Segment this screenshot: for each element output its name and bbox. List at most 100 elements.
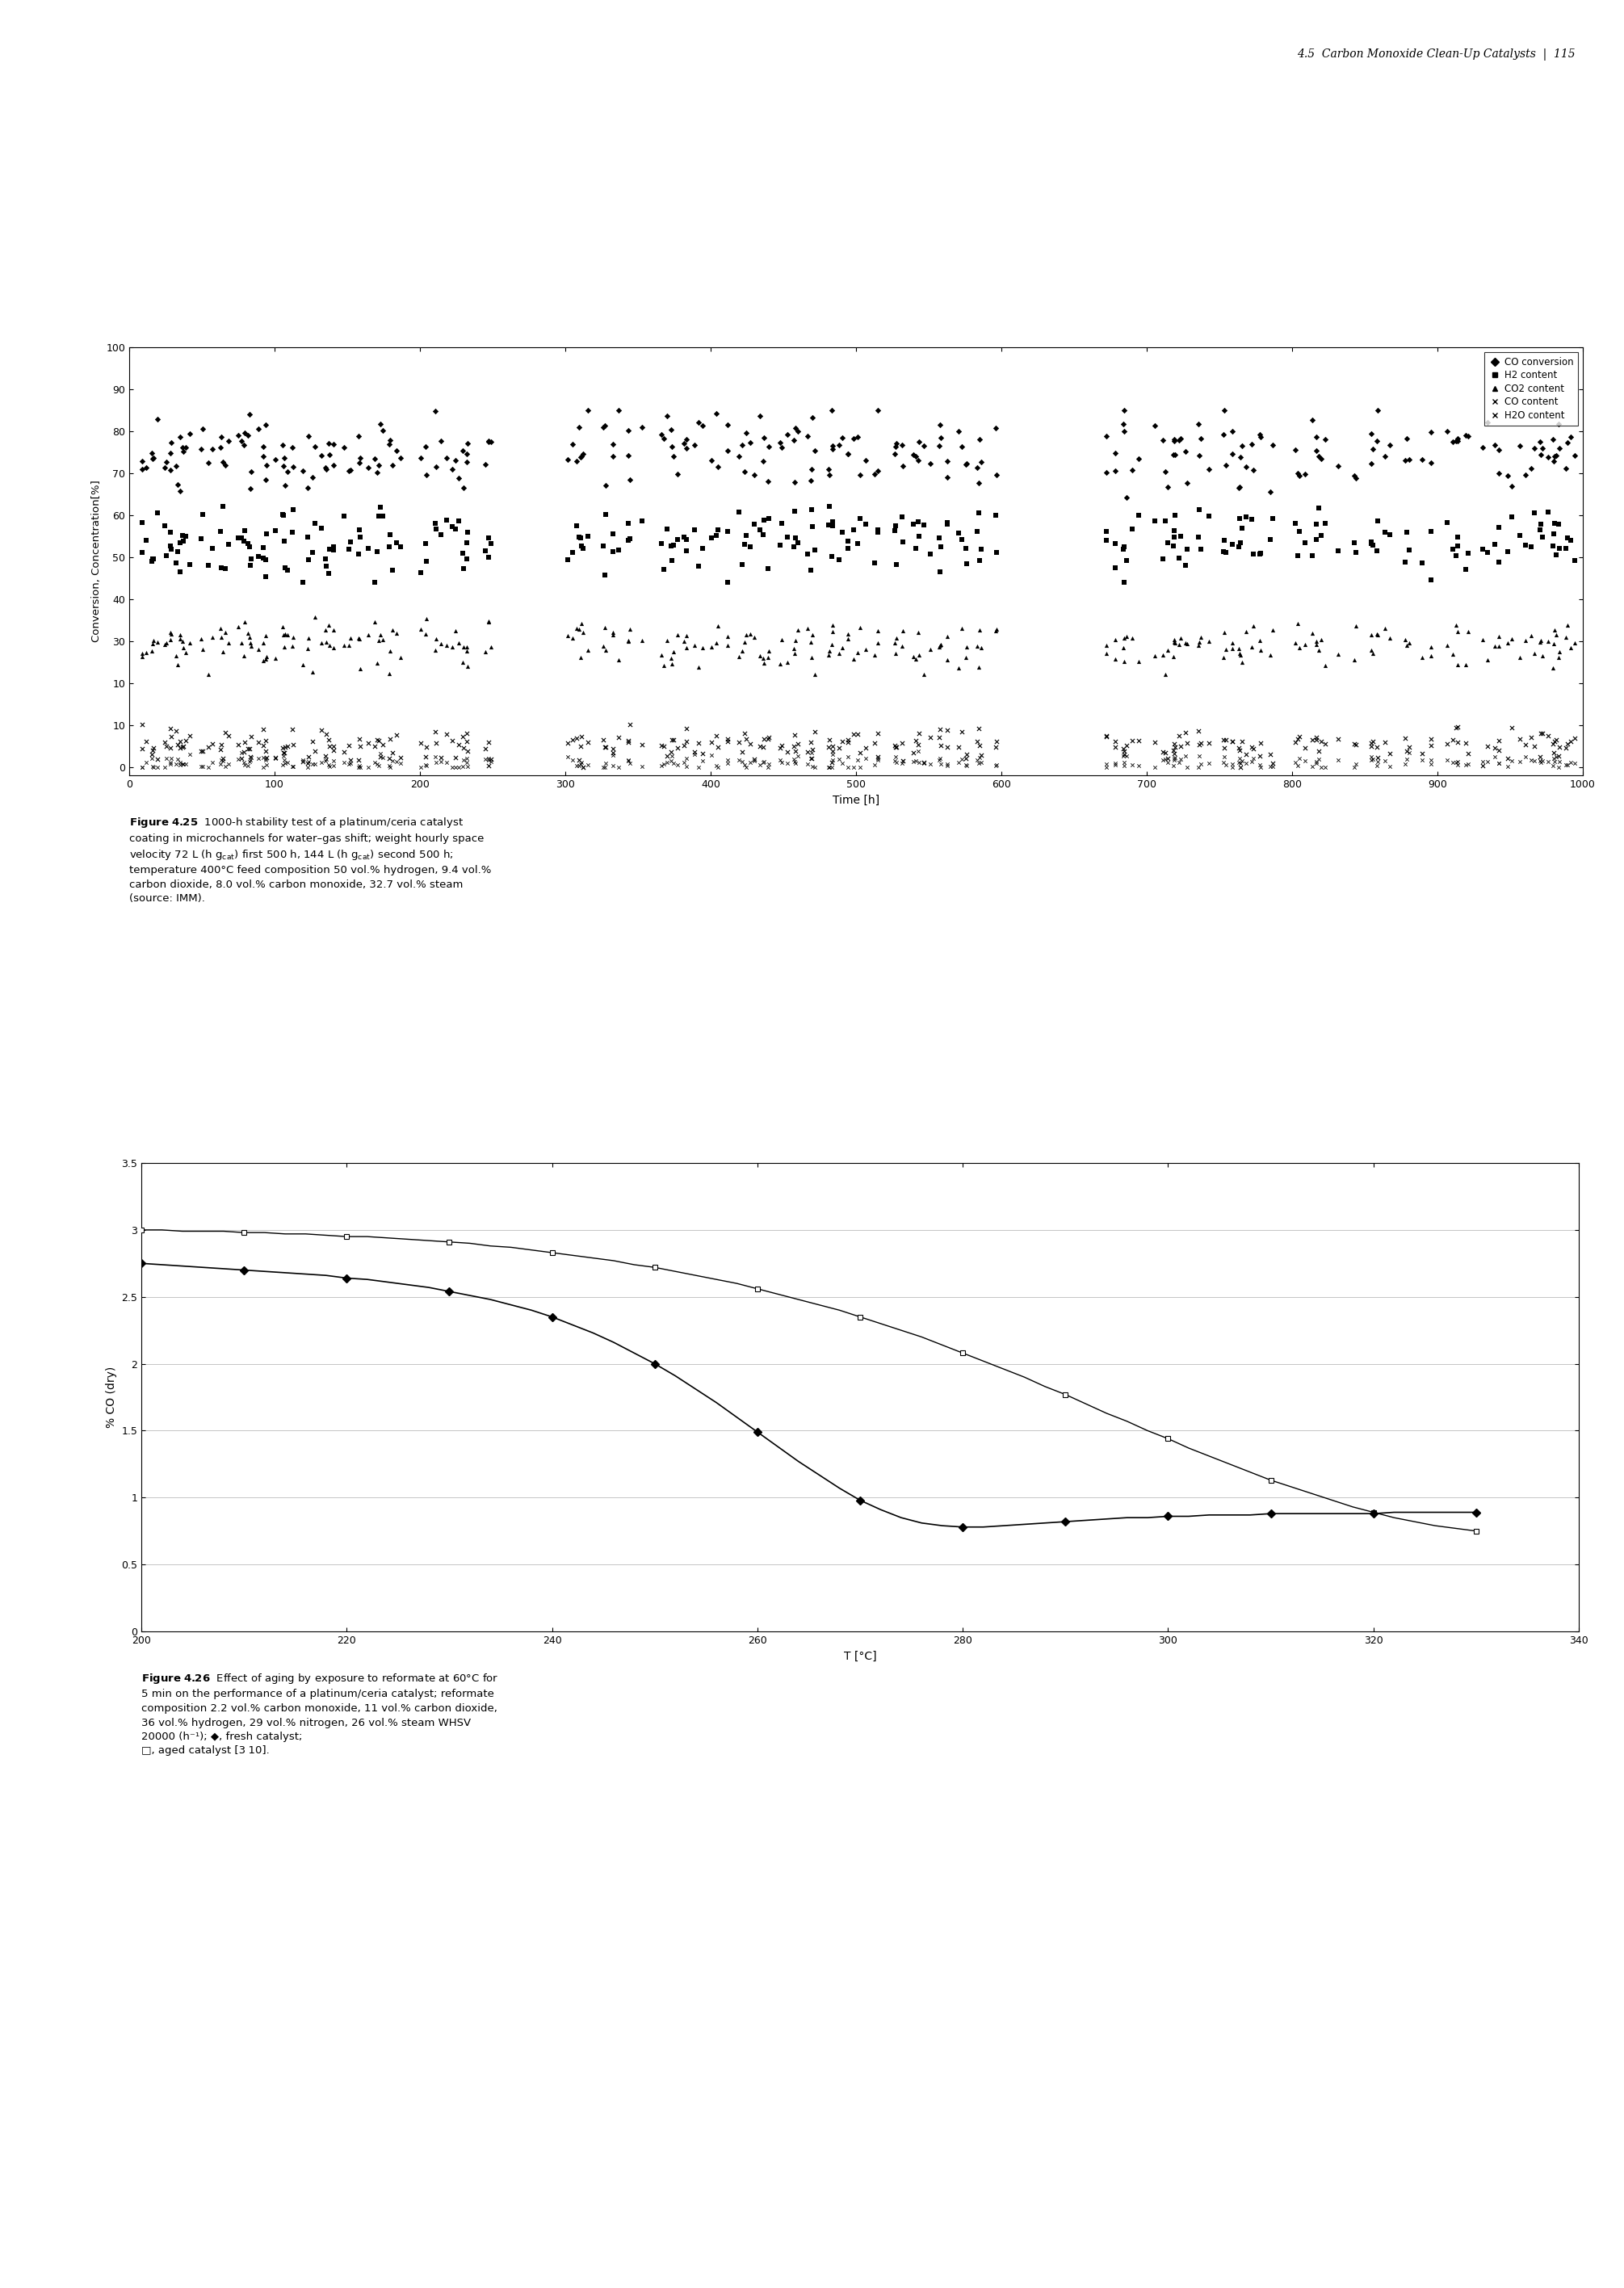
Point: [1541, 625, 1567, 661]
Point: [948, 611, 974, 648]
Point: [715, 627, 741, 664]
Point: [167, 419, 193, 455]
Point: [1359, 416, 1385, 453]
Point: [383, 432, 409, 469]
Point: [575, 517, 601, 554]
Point: [661, 437, 687, 474]
Point: [1161, 732, 1187, 769]
Point: [447, 725, 473, 762]
Point: [172, 430, 198, 467]
Point: [983, 496, 1009, 533]
Point: [934, 748, 960, 785]
Point: [476, 423, 502, 460]
Point: [659, 542, 685, 579]
Point: [853, 730, 879, 766]
Point: [1103, 435, 1129, 471]
Point: [1494, 748, 1520, 785]
Point: [1483, 730, 1509, 766]
Point: [1260, 499, 1286, 535]
Point: [281, 725, 307, 762]
Point: [1111, 737, 1137, 773]
Point: [1125, 496, 1151, 533]
Point: [767, 423, 793, 460]
Point: [362, 728, 388, 764]
Point: [133, 522, 159, 558]
Point: [784, 412, 810, 448]
Point: [1302, 746, 1328, 782]
Point: [422, 394, 448, 430]
Point: [1546, 748, 1572, 785]
Point: [599, 737, 625, 773]
Point: [367, 405, 393, 442]
Point: [130, 442, 156, 478]
Point: [346, 748, 372, 785]
Point: [905, 613, 931, 650]
Point: [412, 746, 438, 782]
Point: [911, 744, 937, 780]
Point: [1210, 638, 1236, 675]
Point: [615, 744, 641, 780]
Point: [654, 622, 680, 659]
Point: [450, 535, 476, 572]
Point: [593, 746, 619, 782]
Point: [453, 524, 479, 561]
Point: [200, 618, 226, 654]
Point: [1247, 419, 1273, 455]
Point: [455, 648, 481, 684]
Point: [424, 510, 450, 547]
Point: [408, 748, 434, 785]
Point: [313, 716, 339, 753]
Point: [317, 748, 343, 785]
Point: [853, 631, 879, 668]
Point: [747, 398, 773, 435]
Point: [835, 615, 861, 652]
Point: [291, 648, 317, 684]
Point: [367, 490, 393, 526]
Point: [213, 714, 239, 750]
Point: [1306, 741, 1332, 778]
Point: [905, 732, 931, 769]
Point: [346, 721, 372, 757]
Point: [477, 629, 503, 666]
Point: [140, 439, 166, 476]
Point: [1228, 439, 1254, 476]
Point: [296, 620, 322, 657]
Legend: CO conversion, H2 content, CO2 content, CO content, H2O content: CO conversion, H2 content, CO2 content, …: [1484, 352, 1579, 426]
Point: [226, 609, 252, 645]
Point: [296, 469, 322, 506]
Point: [377, 748, 403, 785]
Point: [689, 407, 715, 444]
Point: [818, 606, 844, 643]
Point: [154, 538, 180, 574]
Point: [567, 638, 593, 675]
Point: [1499, 744, 1525, 780]
Point: [945, 744, 971, 780]
Point: [370, 412, 396, 448]
Point: [1226, 744, 1252, 780]
Point: [890, 746, 916, 782]
Point: [274, 453, 300, 490]
Point: [151, 448, 177, 485]
Point: [250, 540, 276, 577]
Point: [1166, 421, 1192, 458]
Point: [755, 462, 781, 499]
Point: [1233, 499, 1259, 535]
Point: [250, 643, 276, 680]
Point: [862, 545, 888, 581]
Point: [1302, 432, 1328, 469]
Point: [965, 723, 991, 760]
Point: [820, 741, 846, 778]
Point: [453, 444, 479, 480]
Point: [1507, 428, 1533, 464]
Point: [1397, 531, 1423, 567]
Point: [1393, 741, 1419, 778]
Point: [752, 744, 778, 780]
Point: [476, 748, 502, 785]
Point: [158, 453, 184, 490]
Point: [747, 513, 773, 549]
Point: [195, 657, 221, 693]
Point: [1557, 522, 1583, 558]
Point: [659, 428, 685, 464]
Point: [715, 741, 741, 778]
Point: [1307, 748, 1333, 785]
